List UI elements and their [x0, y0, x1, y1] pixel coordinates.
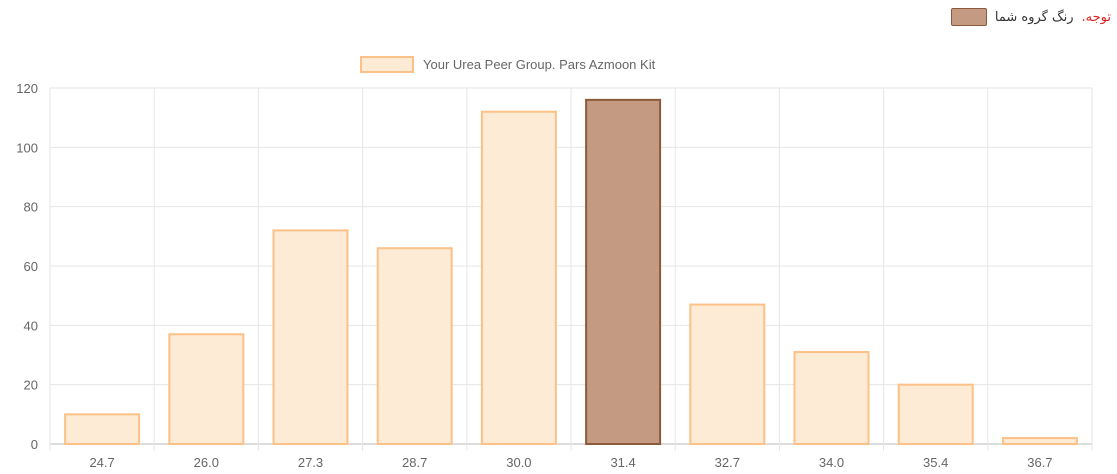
bar[interactable] [897, 383, 974, 445]
y-axis: 0 20 40 60 80 100 120 [16, 81, 38, 452]
x-tick-label: 34.0 [819, 455, 844, 470]
group-color-swatch [950, 8, 987, 26]
chart-bars [64, 98, 1078, 446]
y-tick-label: 20 [24, 378, 38, 393]
x-tick-label: 30.0 [506, 455, 531, 470]
chart-legend[interactable]: Your Urea Peer Group. Pars Azmoon Kit [360, 56, 656, 73]
x-tick-label: 24.7 [89, 455, 114, 470]
x-tick-label: 35.4 [923, 455, 948, 470]
bar[interactable] [689, 303, 766, 446]
bar[interactable] [480, 110, 557, 445]
x-tick-label: 31.4 [610, 455, 635, 470]
legend-label[interactable]: Your Urea Peer Group. Pars Azmoon Kit [423, 57, 656, 72]
x-tick-label: 28.7 [402, 455, 427, 470]
y-tick-label: 40 [24, 318, 38, 333]
y-tick-label: 100 [16, 140, 38, 155]
x-axis: 24.7 26.0 27.3 28.7 30.0 31.4 32.7 34.0 35.4 36.7 [89, 455, 1052, 470]
bar[interactable] [793, 351, 870, 445]
note-warning: توجه. [1081, 9, 1111, 25]
legend-swatch[interactable] [360, 56, 414, 73]
x-tick-label: 32.7 [715, 455, 740, 470]
x-tick-label: 26.0 [194, 455, 219, 470]
bar[interactable] [585, 98, 662, 445]
x-tick-label: 36.7 [1027, 455, 1052, 470]
bar[interactable] [376, 247, 453, 445]
y-tick-label: 120 [16, 81, 38, 96]
chart-grid [49, 87, 1093, 451]
y-tick-label: 0 [31, 437, 38, 452]
group-color-note: توجه. رنگ گروه شما [950, 8, 1111, 26]
x-tick-label: 27.3 [298, 455, 323, 470]
y-tick-label: 80 [24, 200, 38, 215]
bar[interactable] [1001, 437, 1078, 446]
bar[interactable] [64, 413, 141, 446]
bar[interactable] [272, 229, 349, 445]
note-text: رنگ گروه شما [994, 9, 1074, 25]
bar[interactable] [168, 333, 245, 446]
y-tick-label: 60 [24, 259, 38, 274]
